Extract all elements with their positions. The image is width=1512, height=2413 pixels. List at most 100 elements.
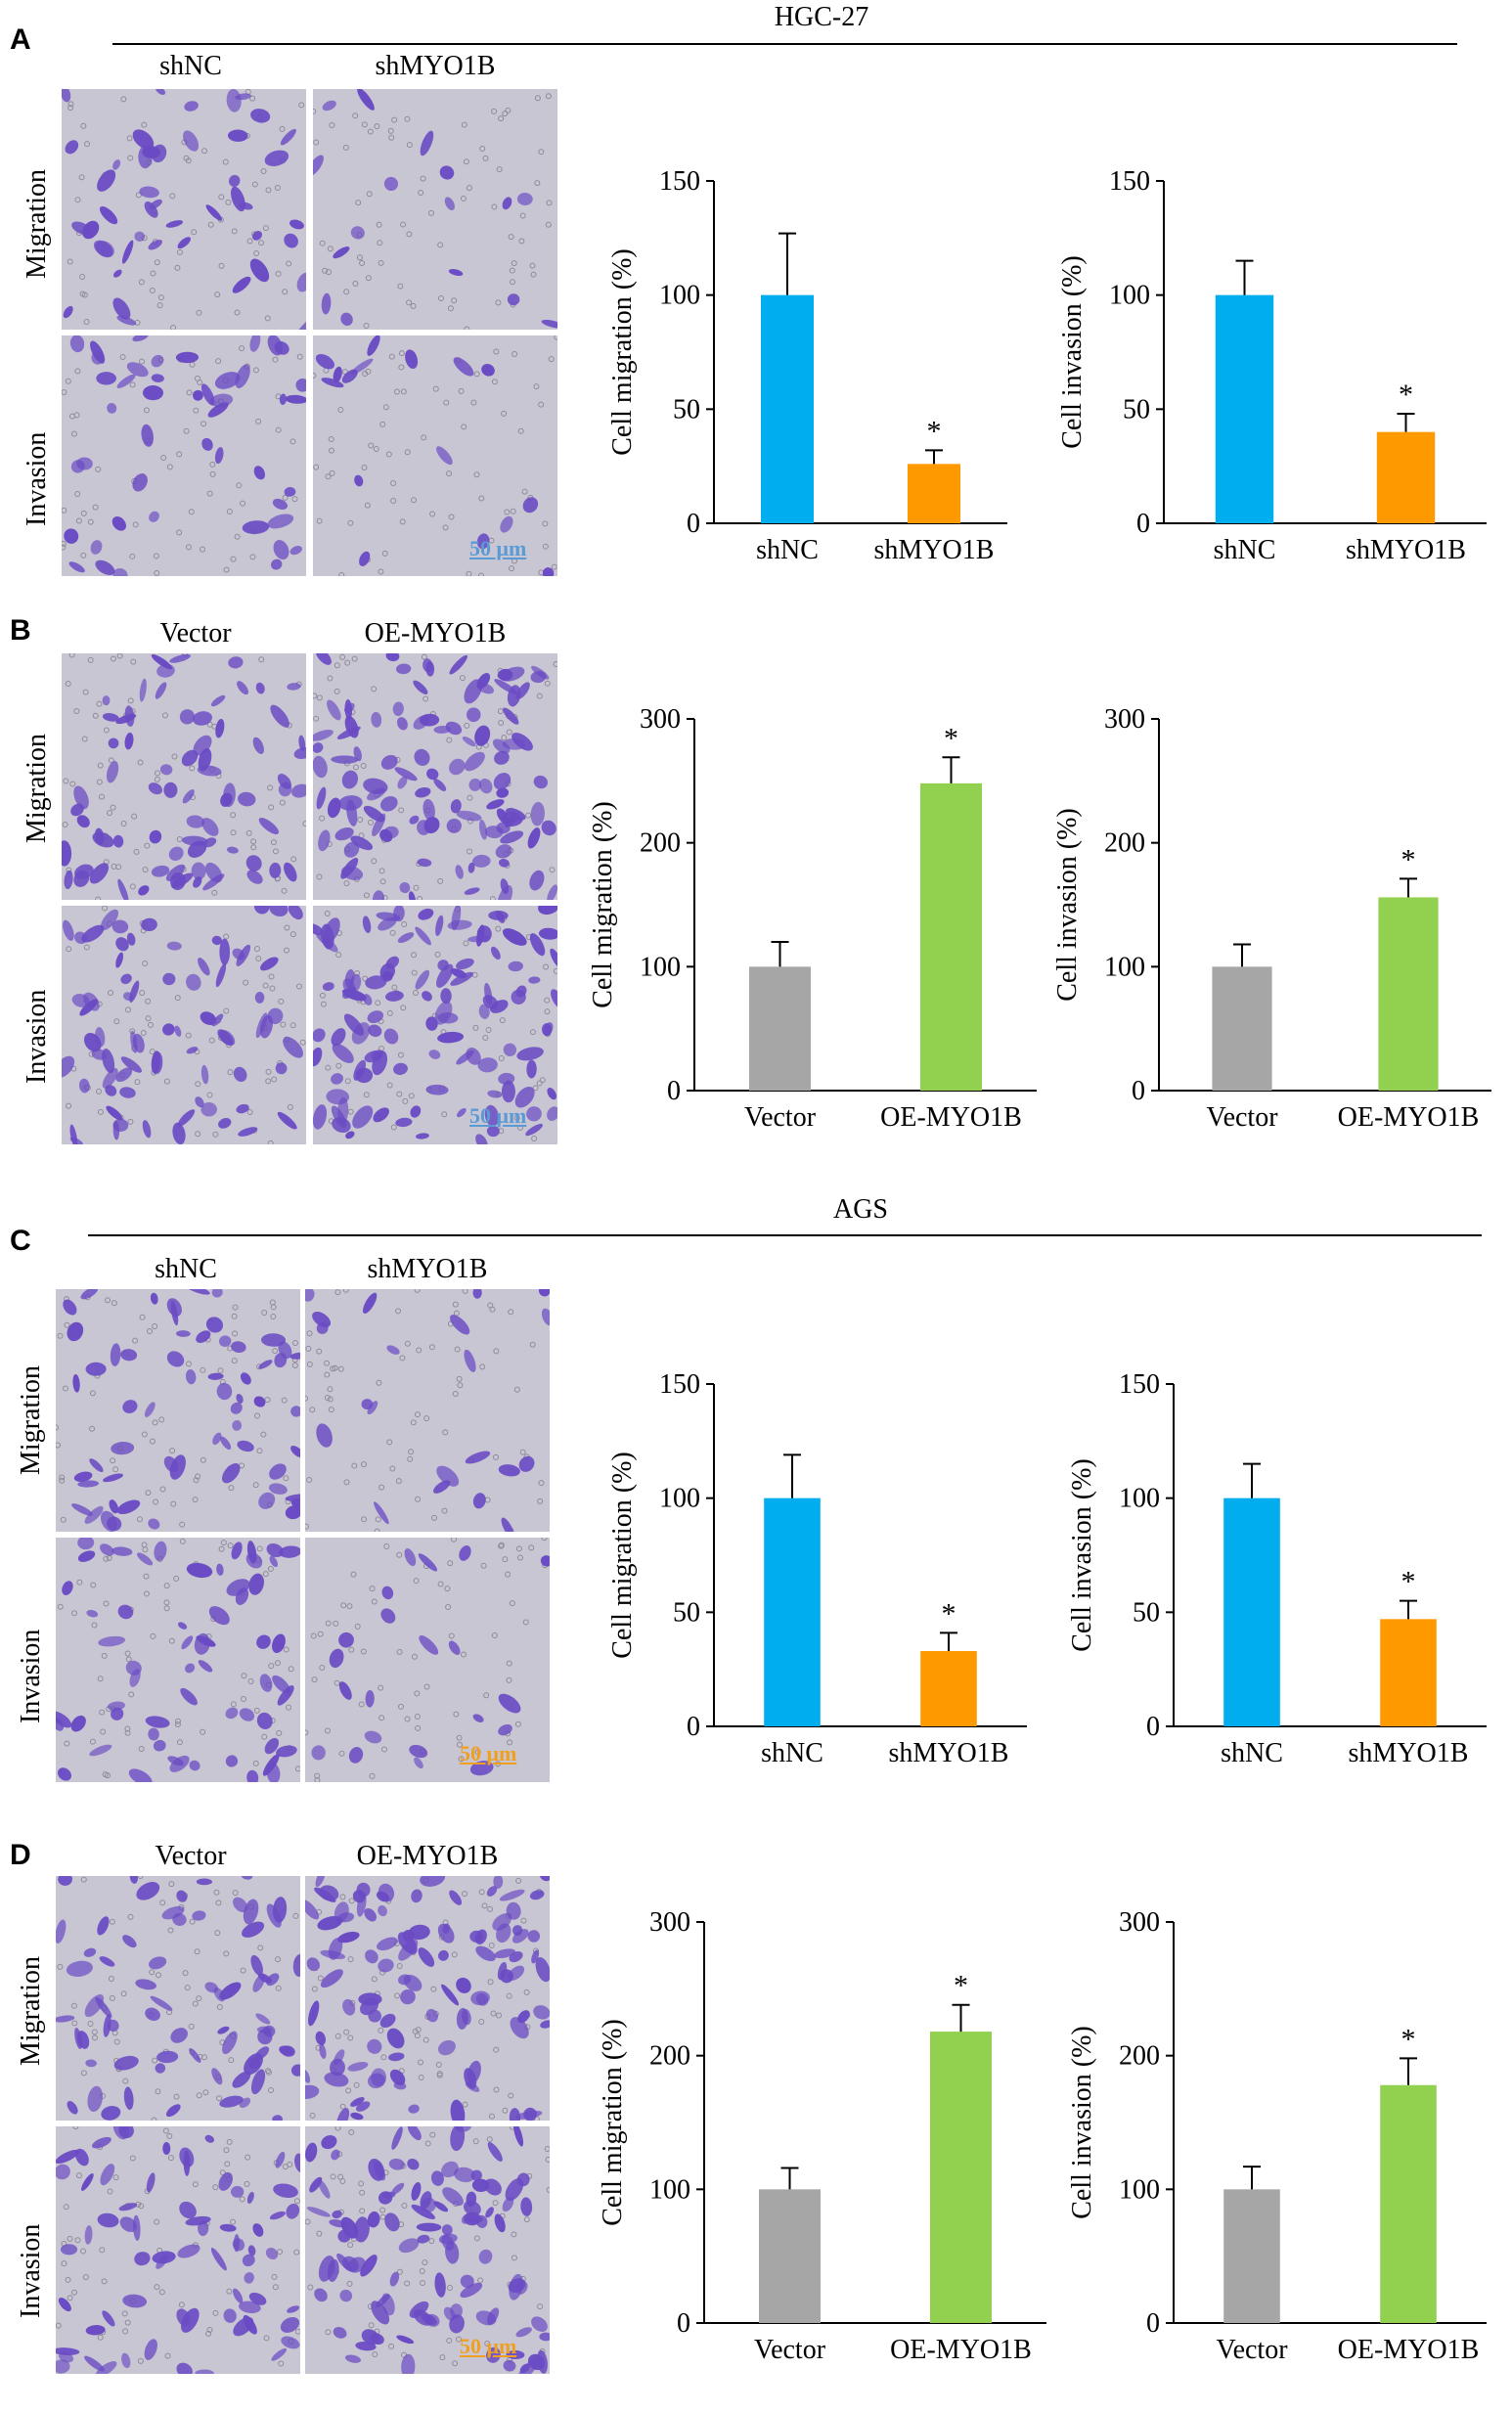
- scale-bar-a: 50 μm: [469, 536, 527, 560]
- chart-a-migration: Cell migration (%) 0 50 100 150 shNC * shMYO1B: [597, 147, 1017, 577]
- x-tick-label: Vector: [744, 1102, 817, 1133]
- y-tick-label: 300: [640, 704, 681, 735]
- section-title-hgc27: HGC-27: [774, 2, 869, 32]
- y-tick-label: 100: [640, 952, 681, 982]
- y-tick-label: 200: [1104, 828, 1145, 859]
- y-tick-label: 0: [1132, 1076, 1145, 1106]
- y-tick-label: 0: [1146, 2308, 1160, 2339]
- y-axis-label: Cell migration (%): [607, 1452, 638, 1659]
- y-tick-label: 100: [1109, 281, 1150, 311]
- x-tick-label: OE-MYO1B: [880, 1102, 1022, 1133]
- micrograph-d-vector-invasion: [56, 2126, 300, 2374]
- row-label-invasion-c: Invasion: [16, 1629, 46, 1723]
- chart-svg: Cell migration (%) 0 100 200 300 Vector * OE-MY…: [598, 1907, 1046, 2365]
- y-tick-label: 0: [1146, 1712, 1160, 1742]
- row-label-invasion-d: Invasion: [16, 2223, 46, 2318]
- x-tick-label: shMYO1B: [889, 1738, 1009, 1768]
- bar: [749, 966, 811, 1091]
- y-tick-label: 0: [687, 509, 700, 539]
- bar: [1215, 294, 1274, 523]
- section-title-ags: AGS: [832, 1194, 888, 1225]
- group-label-left-a: shNC: [159, 51, 222, 81]
- chart-svg: Cell migration (%) 0 50 100 150 shNC * shMYO1B: [607, 1369, 1027, 1768]
- significance-marker: *: [1401, 2023, 1416, 2055]
- x-tick-label: shMYO1B: [1349, 1738, 1469, 1768]
- chart-d-invasion: Cell invasion (%) 0 100 200 300 Vector * OE-MYO…: [1056, 1888, 1496, 2377]
- group-label-right-a: shMYO1B: [375, 51, 496, 81]
- y-axis-label: Cell migration (%): [588, 801, 618, 1008]
- y-tick-label: 50: [1133, 1597, 1160, 1628]
- chart-b-migration: Cell migration (%) 0 100 200 300 Vector * OE-MY…: [577, 685, 1046, 1144]
- x-tick-label: shNC: [761, 1738, 823, 1768]
- micrograph-a-shnc-invasion: [62, 335, 306, 576]
- y-tick-label: 100: [1119, 2174, 1160, 2205]
- bar: [759, 2189, 821, 2323]
- significance-marker: *: [942, 1597, 956, 1630]
- group-label-right-d: OE-MYO1B: [356, 1841, 499, 1871]
- y-tick-label: 200: [649, 2041, 690, 2072]
- chart-svg: Cell invasion (%) 0 100 200 300 Vector * OE-MYO…: [1052, 704, 1491, 1133]
- row-label-migration-a: Migration: [22, 169, 52, 279]
- x-tick-label: OE-MYO1B: [890, 2335, 1032, 2365]
- row-label-migration-b: Migration: [22, 734, 52, 843]
- micrograph-d-vector-migration: [56, 1876, 300, 2121]
- micrograph-d-oe-invasion: [305, 2126, 550, 2374]
- y-axis-label: Cell invasion (%): [1067, 2026, 1097, 2219]
- section-rule-ags: [88, 1234, 1482, 1236]
- y-axis-label: Cell invasion (%): [1052, 808, 1083, 1002]
- chart-b-invasion: Cell invasion (%) 0 100 200 300 Vector * OE-MYO…: [1042, 685, 1501, 1144]
- y-axis-label: Cell migration (%): [607, 248, 638, 456]
- group-label-left-d: Vector: [155, 1841, 227, 1871]
- significance-marker: *: [1401, 1566, 1416, 1598]
- y-tick-label: 150: [659, 166, 700, 197]
- significance-marker: *: [1399, 379, 1413, 411]
- x-tick-label: Vector: [1206, 1102, 1278, 1133]
- x-tick-label: Vector: [754, 2335, 826, 2365]
- micrograph-a-shmyo1b-migration: [313, 89, 557, 330]
- y-axis-label: Cell invasion (%): [1057, 255, 1088, 449]
- chart-svg: Cell migration (%) 0 50 100 150 shNC * shMYO1B: [607, 166, 1007, 565]
- bar: [1212, 966, 1272, 1091]
- x-tick-label: shNC: [1214, 535, 1276, 565]
- micrograph-b-vector-invasion: [62, 906, 306, 1144]
- micrograph-b-vector-migration: [62, 653, 306, 900]
- bar: [1380, 1619, 1437, 1726]
- chart-svg: Cell migration (%) 0 100 200 300 Vector * OE-MY…: [588, 704, 1037, 1133]
- group-label-right-c: shMYO1B: [367, 1254, 488, 1284]
- y-tick-label: 200: [640, 828, 681, 859]
- x-tick-label: Vector: [1216, 2335, 1288, 2365]
- chart-svg: Cell invasion (%) 0 50 100 150 shNC * shMYO1B: [1067, 1369, 1487, 1768]
- chart-svg: Cell invasion (%) 0 100 200 300 Vector * OE-MYO…: [1067, 1907, 1487, 2365]
- panel-label-c: C: [10, 1225, 31, 1257]
- section-rule-hgc27: [112, 43, 1457, 45]
- chart-svg: Cell invasion (%) 0 50 100 150 shNC * shMYO1B: [1057, 166, 1487, 565]
- micrograph-a-shmyo1b-invasion: [313, 335, 557, 576]
- y-tick-label: 0: [677, 2308, 690, 2339]
- bar: [764, 1497, 821, 1726]
- micrograph-a-shnc-migration: [62, 89, 306, 330]
- x-tick-label: shMYO1B: [874, 535, 995, 565]
- chart-c-invasion: Cell invasion (%) 0 50 100 150 shNC * shMYO1B: [1056, 1350, 1496, 1780]
- bar: [920, 782, 982, 1091]
- y-tick-label: 300: [1119, 1907, 1160, 1938]
- y-tick-label: 100: [1104, 952, 1145, 982]
- bar: [1223, 2189, 1280, 2323]
- y-tick-label: 100: [659, 281, 700, 311]
- row-label-migration-d: Migration: [16, 1956, 46, 2066]
- panel-label-d: D: [10, 1839, 31, 1871]
- row-label-migration-c: Migration: [16, 1365, 46, 1475]
- bar: [920, 1651, 977, 1726]
- bar: [1380, 2084, 1437, 2323]
- bar: [1223, 1497, 1280, 1726]
- micrograph-d-oe-migration: [305, 1876, 550, 2121]
- bar: [908, 464, 960, 523]
- bar: [1378, 897, 1439, 1091]
- scale-bar-c: 50 μm: [460, 1741, 517, 1765]
- y-tick-label: 150: [1119, 1369, 1160, 1400]
- group-label-left-c: shNC: [155, 1254, 217, 1284]
- bar: [761, 294, 814, 523]
- x-tick-label: shNC: [1221, 1738, 1283, 1768]
- significance-marker: *: [944, 722, 958, 754]
- y-tick-label: 100: [1119, 1484, 1160, 1514]
- y-tick-label: 50: [673, 394, 700, 425]
